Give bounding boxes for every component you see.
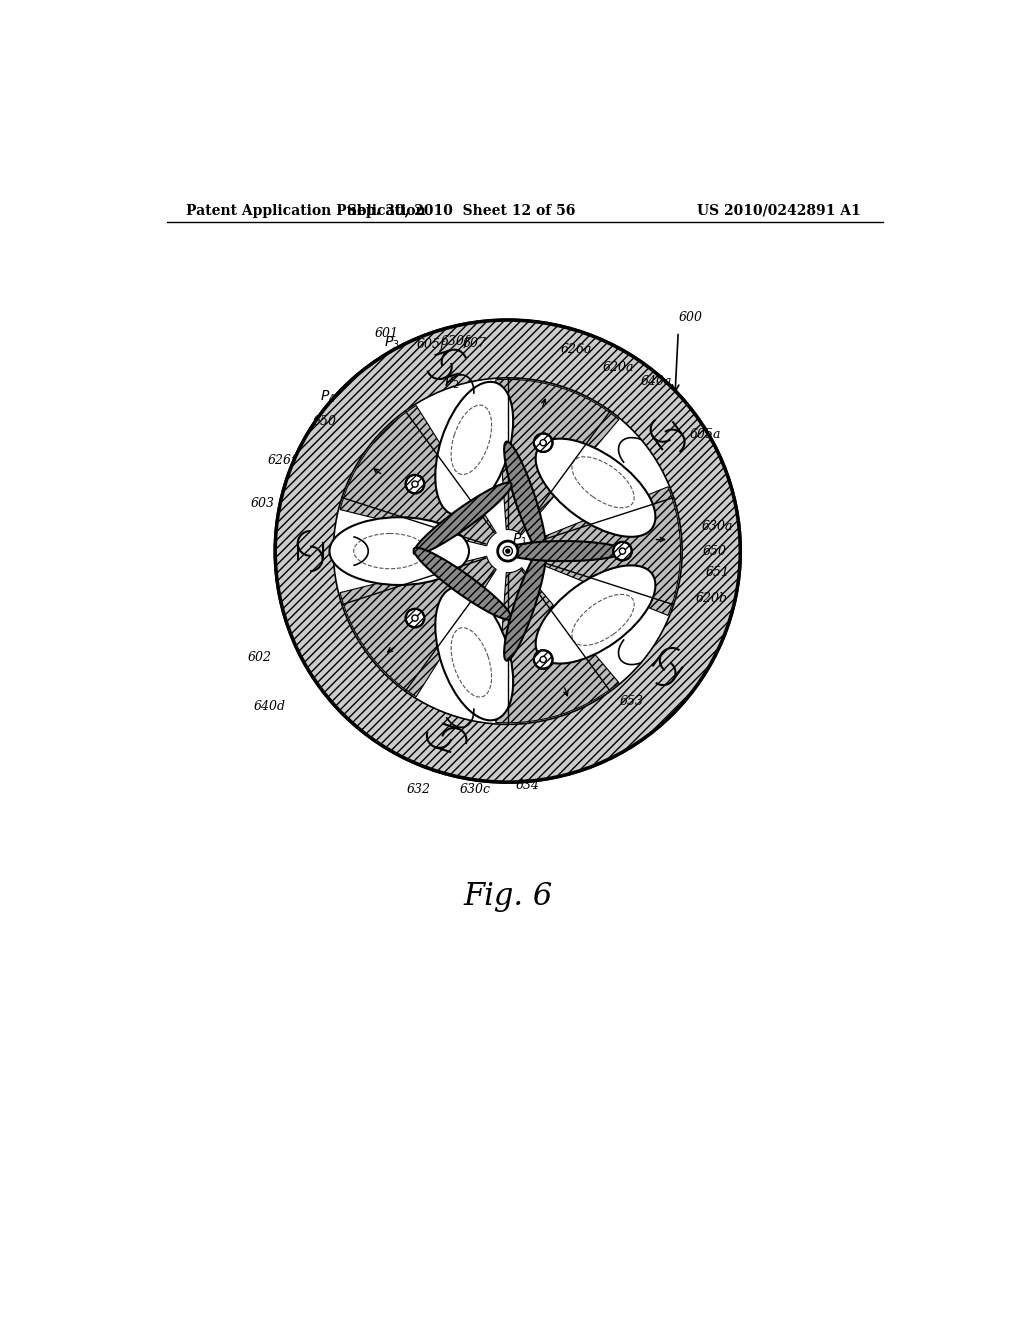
Text: 640d: 640d (254, 700, 286, 713)
Text: 630a: 630a (701, 520, 733, 533)
Text: $P_4$: $P_4$ (321, 389, 336, 405)
Ellipse shape (414, 548, 512, 619)
Circle shape (412, 480, 418, 487)
Ellipse shape (504, 441, 546, 556)
Text: 650: 650 (312, 416, 337, 428)
Circle shape (540, 656, 546, 663)
Text: 620a: 620a (602, 362, 634, 375)
Circle shape (534, 433, 553, 451)
Text: Sep. 30, 2010  Sheet 12 of 56: Sep. 30, 2010 Sheet 12 of 56 (347, 203, 575, 218)
Ellipse shape (504, 546, 546, 661)
Text: $P_2$: $P_2$ (444, 375, 460, 392)
Text: 605f: 605f (417, 338, 444, 351)
Text: 626a: 626a (560, 343, 592, 356)
Circle shape (334, 378, 682, 725)
Ellipse shape (414, 483, 512, 554)
Text: $P_3$: $P_3$ (384, 335, 399, 351)
Text: 600: 600 (678, 312, 702, 325)
Ellipse shape (435, 587, 513, 721)
Circle shape (406, 609, 424, 627)
Text: 630c: 630c (460, 783, 490, 796)
Text: 650: 650 (703, 545, 727, 557)
Wedge shape (340, 556, 497, 697)
Text: 634: 634 (515, 779, 540, 792)
Text: 603: 603 (251, 496, 274, 510)
Wedge shape (340, 405, 497, 546)
Text: 620b: 620b (696, 593, 728, 606)
Circle shape (503, 546, 512, 556)
Circle shape (406, 475, 424, 494)
Circle shape (613, 543, 632, 561)
Text: 630f: 630f (441, 335, 470, 348)
Text: $P_1$: $P_1$ (512, 532, 527, 548)
Text: 607: 607 (463, 338, 486, 351)
Text: US 2010/0242891 A1: US 2010/0242891 A1 (697, 203, 861, 218)
Ellipse shape (504, 541, 624, 561)
Text: Fig. 6: Fig. 6 (463, 880, 552, 912)
Text: 605a: 605a (690, 428, 721, 441)
Text: 601: 601 (375, 327, 398, 341)
Ellipse shape (536, 438, 655, 537)
Text: 602: 602 (248, 651, 272, 664)
Wedge shape (527, 487, 681, 615)
Wedge shape (496, 379, 618, 535)
Text: 653: 653 (621, 694, 644, 708)
Text: Patent Application Publication: Patent Application Publication (186, 203, 426, 218)
Circle shape (498, 541, 518, 561)
Circle shape (620, 548, 626, 554)
Ellipse shape (435, 381, 513, 515)
Text: 632: 632 (407, 783, 431, 796)
Ellipse shape (536, 565, 655, 664)
Text: 651: 651 (706, 566, 729, 579)
Circle shape (506, 549, 510, 553)
Text: 640a: 640a (641, 375, 673, 388)
Circle shape (275, 321, 740, 781)
Circle shape (275, 321, 740, 781)
Circle shape (534, 651, 553, 669)
Text: 626f: 626f (267, 454, 296, 467)
Circle shape (412, 615, 418, 622)
Wedge shape (496, 568, 618, 723)
Ellipse shape (330, 517, 469, 585)
Circle shape (540, 440, 546, 446)
